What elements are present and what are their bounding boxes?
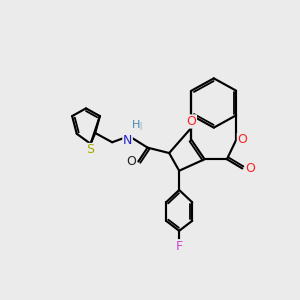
- Text: O: O: [187, 115, 196, 128]
- Text: S: S: [87, 143, 94, 157]
- Text: O: O: [237, 134, 247, 146]
- Text: O: O: [245, 162, 255, 175]
- Text: O: O: [127, 155, 136, 168]
- Text: F: F: [176, 240, 183, 253]
- Text: H: H: [134, 122, 142, 132]
- Text: H: H: [132, 120, 140, 130]
- Text: N: N: [123, 134, 132, 147]
